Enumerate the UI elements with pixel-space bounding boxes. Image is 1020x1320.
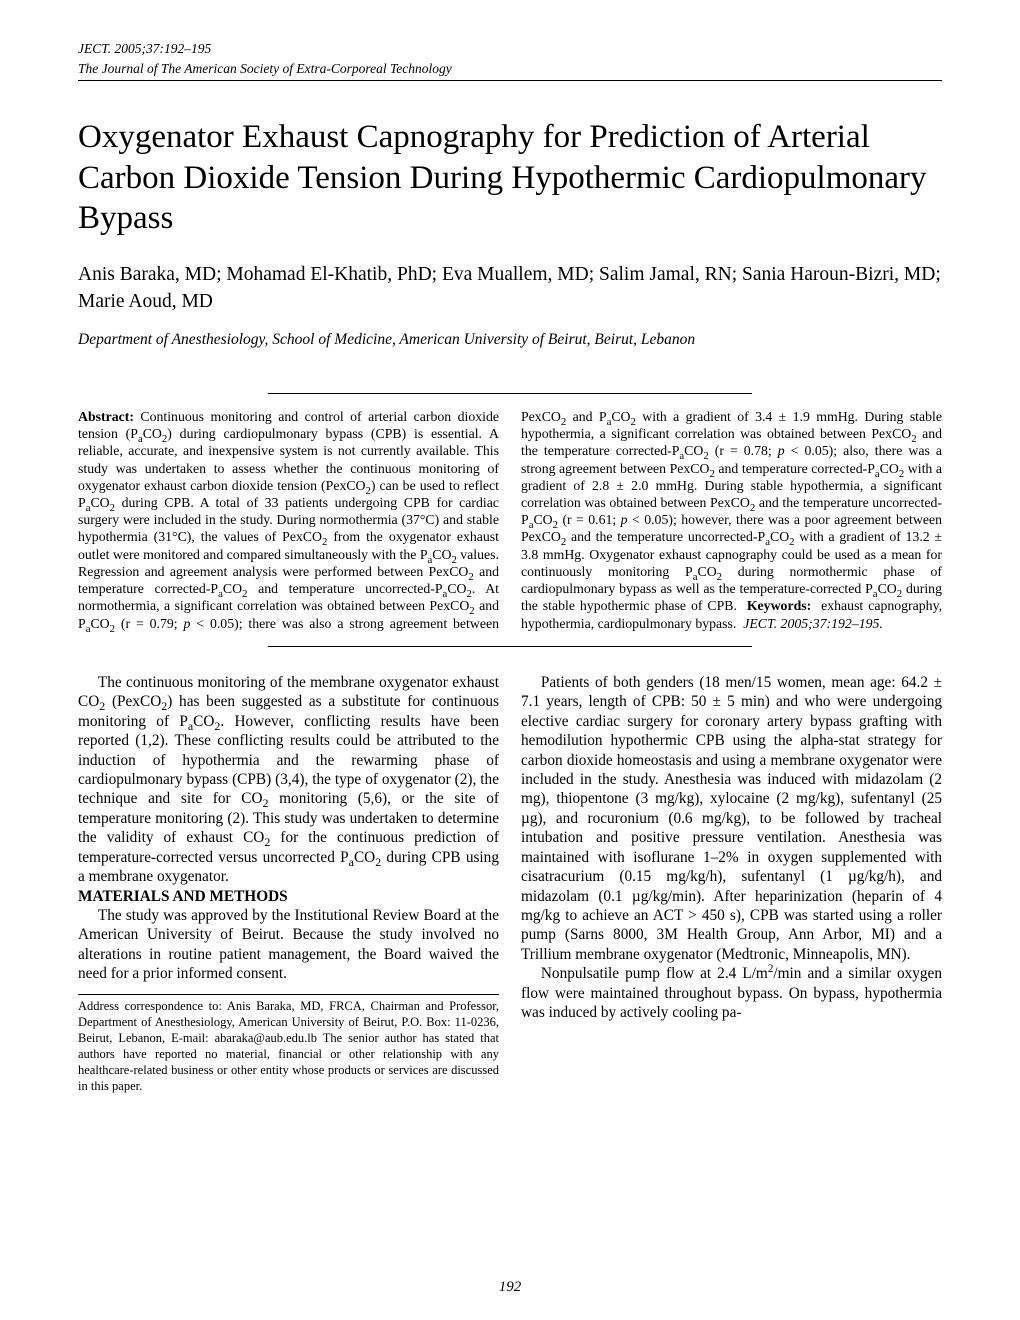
- correspondence-footnote: Address correspondence to: Anis Baraka, …: [78, 998, 499, 1094]
- abstract-body: Continuous monitoring and control of art…: [78, 409, 942, 631]
- journal-citation: JECT. 2005;37:192–195: [78, 40, 942, 58]
- article-title: Oxygenator Exhaust Capnography for Predi…: [78, 117, 942, 238]
- body-columns: The continuous monitoring of the membran…: [78, 673, 942, 1094]
- affiliation: Department of Anesthesiology, School of …: [78, 331, 942, 349]
- abstract-block: Abstract: Continuous monitoring and cont…: [78, 393, 942, 647]
- journal-name: The Journal of The American Society of E…: [78, 60, 942, 78]
- abstract-tail-citation: JECT. 2005;37:192–195.: [743, 616, 883, 631]
- abstract-rule-bottom: [268, 646, 752, 647]
- abstract-text: Abstract: Continuous monitoring and cont…: [78, 408, 942, 632]
- footnote-block: Address correspondence to: Anis Baraka, …: [78, 994, 499, 1094]
- intro-paragraph: The continuous monitoring of the membran…: [78, 673, 499, 887]
- footnote-rule: [78, 994, 499, 995]
- author-list: Anis Baraka, MD; Mohamad El-Khatib, PhD;…: [78, 262, 942, 315]
- header-rule: [78, 80, 942, 81]
- abstract-rule-top: [268, 393, 752, 394]
- abstract-label: Abstract:: [78, 409, 134, 424]
- methods-paragraph-3: Nonpulsatile pump flow at 2.4 L/m2/min a…: [521, 964, 942, 1022]
- keywords-label: Keywords:: [747, 598, 811, 613]
- section-heading-methods: MATERIALS AND METHODS: [78, 887, 499, 906]
- methods-paragraph-2: Patients of both genders (18 men/15 wome…: [521, 673, 942, 964]
- page-number: 192: [0, 1279, 1020, 1296]
- methods-paragraph-1: The study was approved by the Institutio…: [78, 906, 499, 984]
